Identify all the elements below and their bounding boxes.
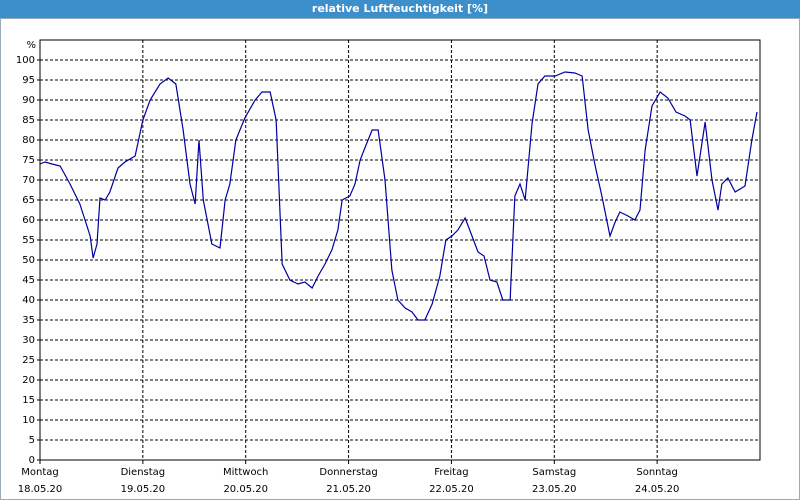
y-tick-label: 35 bbox=[22, 315, 35, 326]
x-tick-label-line: Sonntag bbox=[636, 467, 678, 478]
x-tick-label: Donnerstag 21.05.20 bbox=[319, 467, 377, 495]
y-unit-label: % bbox=[26, 40, 36, 51]
x-tick-label-line: 21.05.20 bbox=[326, 484, 371, 495]
title-bar bbox=[0, 0, 800, 18]
y-tick-label: 100 bbox=[16, 55, 35, 66]
x-tick-label-line: 24.05.20 bbox=[635, 484, 680, 495]
y-tick-label: 80 bbox=[22, 135, 35, 146]
y-tick-label: 30 bbox=[22, 335, 35, 346]
x-tick-label-line: 22.05.20 bbox=[429, 484, 474, 495]
y-tick-label: 90 bbox=[22, 95, 35, 106]
x-tick-label-line: Freitag bbox=[434, 467, 468, 478]
y-tick-label: 70 bbox=[22, 175, 35, 186]
y-tick-label: 10 bbox=[22, 415, 35, 426]
x-tick-label-line: 23.05.20 bbox=[532, 484, 577, 495]
x-tick-label-line: Donnerstag bbox=[319, 467, 377, 478]
x-tick-label: Dienstag 19.05.20 bbox=[121, 467, 166, 495]
x-tick-label-line: 20.05.20 bbox=[223, 484, 268, 495]
x-tick-label: Mittwoch 20.05.20 bbox=[223, 467, 268, 495]
x-tick-label: Samstag 23.05.20 bbox=[532, 467, 577, 495]
x-tick-label-line: Mittwoch bbox=[223, 467, 268, 478]
x-tick-label-line: Montag bbox=[21, 467, 58, 478]
x-tick-label-line: 19.05.20 bbox=[121, 484, 166, 495]
y-tick-label: 0 bbox=[29, 455, 35, 466]
x-tick-label-line: Samstag bbox=[532, 467, 576, 478]
y-tick-label: 60 bbox=[22, 215, 35, 226]
y-tick-label: 15 bbox=[22, 395, 35, 406]
x-tick-label: Montag 18.05.20 bbox=[18, 467, 63, 495]
x-tick-label: Freitag 22.05.20 bbox=[429, 467, 474, 495]
y-tick-label: 5 bbox=[29, 435, 35, 446]
y-tick-label: 65 bbox=[22, 195, 35, 206]
y-tick-label: 20 bbox=[22, 375, 35, 386]
y-tick-label: 50 bbox=[22, 255, 35, 266]
plot-area bbox=[39, 39, 761, 461]
data-line bbox=[39, 71, 758, 321]
x-tick-label-line: Dienstag bbox=[121, 467, 166, 478]
y-tick-label: 40 bbox=[22, 295, 35, 306]
x-tick-label-line: 18.05.20 bbox=[18, 484, 63, 495]
y-tick-label: 75 bbox=[22, 155, 35, 166]
y-tick-label: 25 bbox=[22, 355, 35, 366]
y-tick-label: 45 bbox=[22, 275, 35, 286]
y-tick-label: 85 bbox=[22, 115, 35, 126]
plot-border bbox=[39, 39, 761, 461]
chart-title: relative Luftfeuchtigkeit [%] bbox=[312, 2, 488, 15]
x-tick-label: Sonntag 24.05.20 bbox=[635, 467, 680, 495]
y-tick-label: 95 bbox=[22, 75, 35, 86]
y-tick-label: 55 bbox=[22, 235, 35, 246]
